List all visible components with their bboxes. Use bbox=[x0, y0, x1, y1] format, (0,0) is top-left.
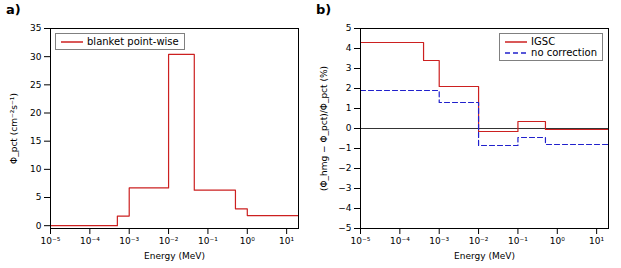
svg-text:3: 3 bbox=[346, 63, 352, 73]
svg-text:5: 5 bbox=[346, 23, 352, 33]
svg-text:−2: −2 bbox=[338, 163, 351, 173]
svg-text:−4: −4 bbox=[338, 203, 352, 213]
svg-text:10: 10 bbox=[30, 164, 42, 174]
svg-text:10⁻⁴: 10⁻⁴ bbox=[390, 236, 410, 246]
html-text:IGSC: IGSC bbox=[531, 36, 556, 47]
svg-text:10⁻⁵: 10⁻⁵ bbox=[41, 236, 61, 246]
svg-text:15: 15 bbox=[30, 136, 41, 146]
svg-text:10⁻¹: 10⁻¹ bbox=[198, 236, 218, 246]
svg-text:5: 5 bbox=[36, 192, 42, 202]
svg-text:35: 35 bbox=[30, 23, 41, 33]
svg-text:0: 0 bbox=[36, 221, 42, 231]
svg-text:30: 30 bbox=[30, 52, 42, 62]
svg-text:Energy (MeV): Energy (MeV) bbox=[454, 251, 515, 261]
svg-text:10¹: 10¹ bbox=[279, 236, 294, 246]
svg-text:Φ_pct (cm⁻²s⁻¹): Φ_pct (cm⁻²s⁻¹) bbox=[9, 93, 19, 164]
svg-text:−3: −3 bbox=[338, 183, 351, 193]
svg-text:10⁰: 10⁰ bbox=[550, 236, 565, 246]
svg-text:10⁻²: 10⁻² bbox=[159, 236, 179, 246]
svg-text:−5: −5 bbox=[338, 223, 351, 233]
svg-text:0: 0 bbox=[346, 123, 352, 133]
svg-text:10⁻³: 10⁻³ bbox=[429, 236, 449, 246]
svg-text:10¹: 10¹ bbox=[589, 236, 604, 246]
svg-text:10⁻¹: 10⁻¹ bbox=[508, 236, 528, 246]
svg-text:1: 1 bbox=[346, 103, 352, 113]
html-text:b): b) bbox=[316, 2, 332, 17]
svg-text:4: 4 bbox=[346, 43, 352, 53]
svg-text:10⁻⁵: 10⁻⁵ bbox=[351, 236, 371, 246]
svg-text:−1: −1 bbox=[338, 143, 351, 153]
svg-text:20: 20 bbox=[30, 108, 42, 118]
html-text:blanket point-wise: blanket point-wise bbox=[87, 36, 179, 47]
svg-text:10⁻⁴: 10⁻⁴ bbox=[80, 236, 100, 246]
svg-text:2: 2 bbox=[346, 83, 352, 93]
svg-text:(Φ_hmg − Φ_pct)/Φ_pct (%): (Φ_hmg − Φ_pct)/Φ_pct (%) bbox=[319, 66, 329, 191]
svg-text:25: 25 bbox=[30, 80, 41, 90]
svg-text:10⁰: 10⁰ bbox=[240, 236, 255, 246]
svg-text:10⁻³: 10⁻³ bbox=[119, 236, 139, 246]
html-text:a): a) bbox=[6, 2, 21, 17]
html-text:no correction: no correction bbox=[531, 47, 597, 58]
svg-text:Energy (MeV): Energy (MeV) bbox=[144, 251, 205, 261]
svg-text:10⁻²: 10⁻² bbox=[469, 236, 489, 246]
